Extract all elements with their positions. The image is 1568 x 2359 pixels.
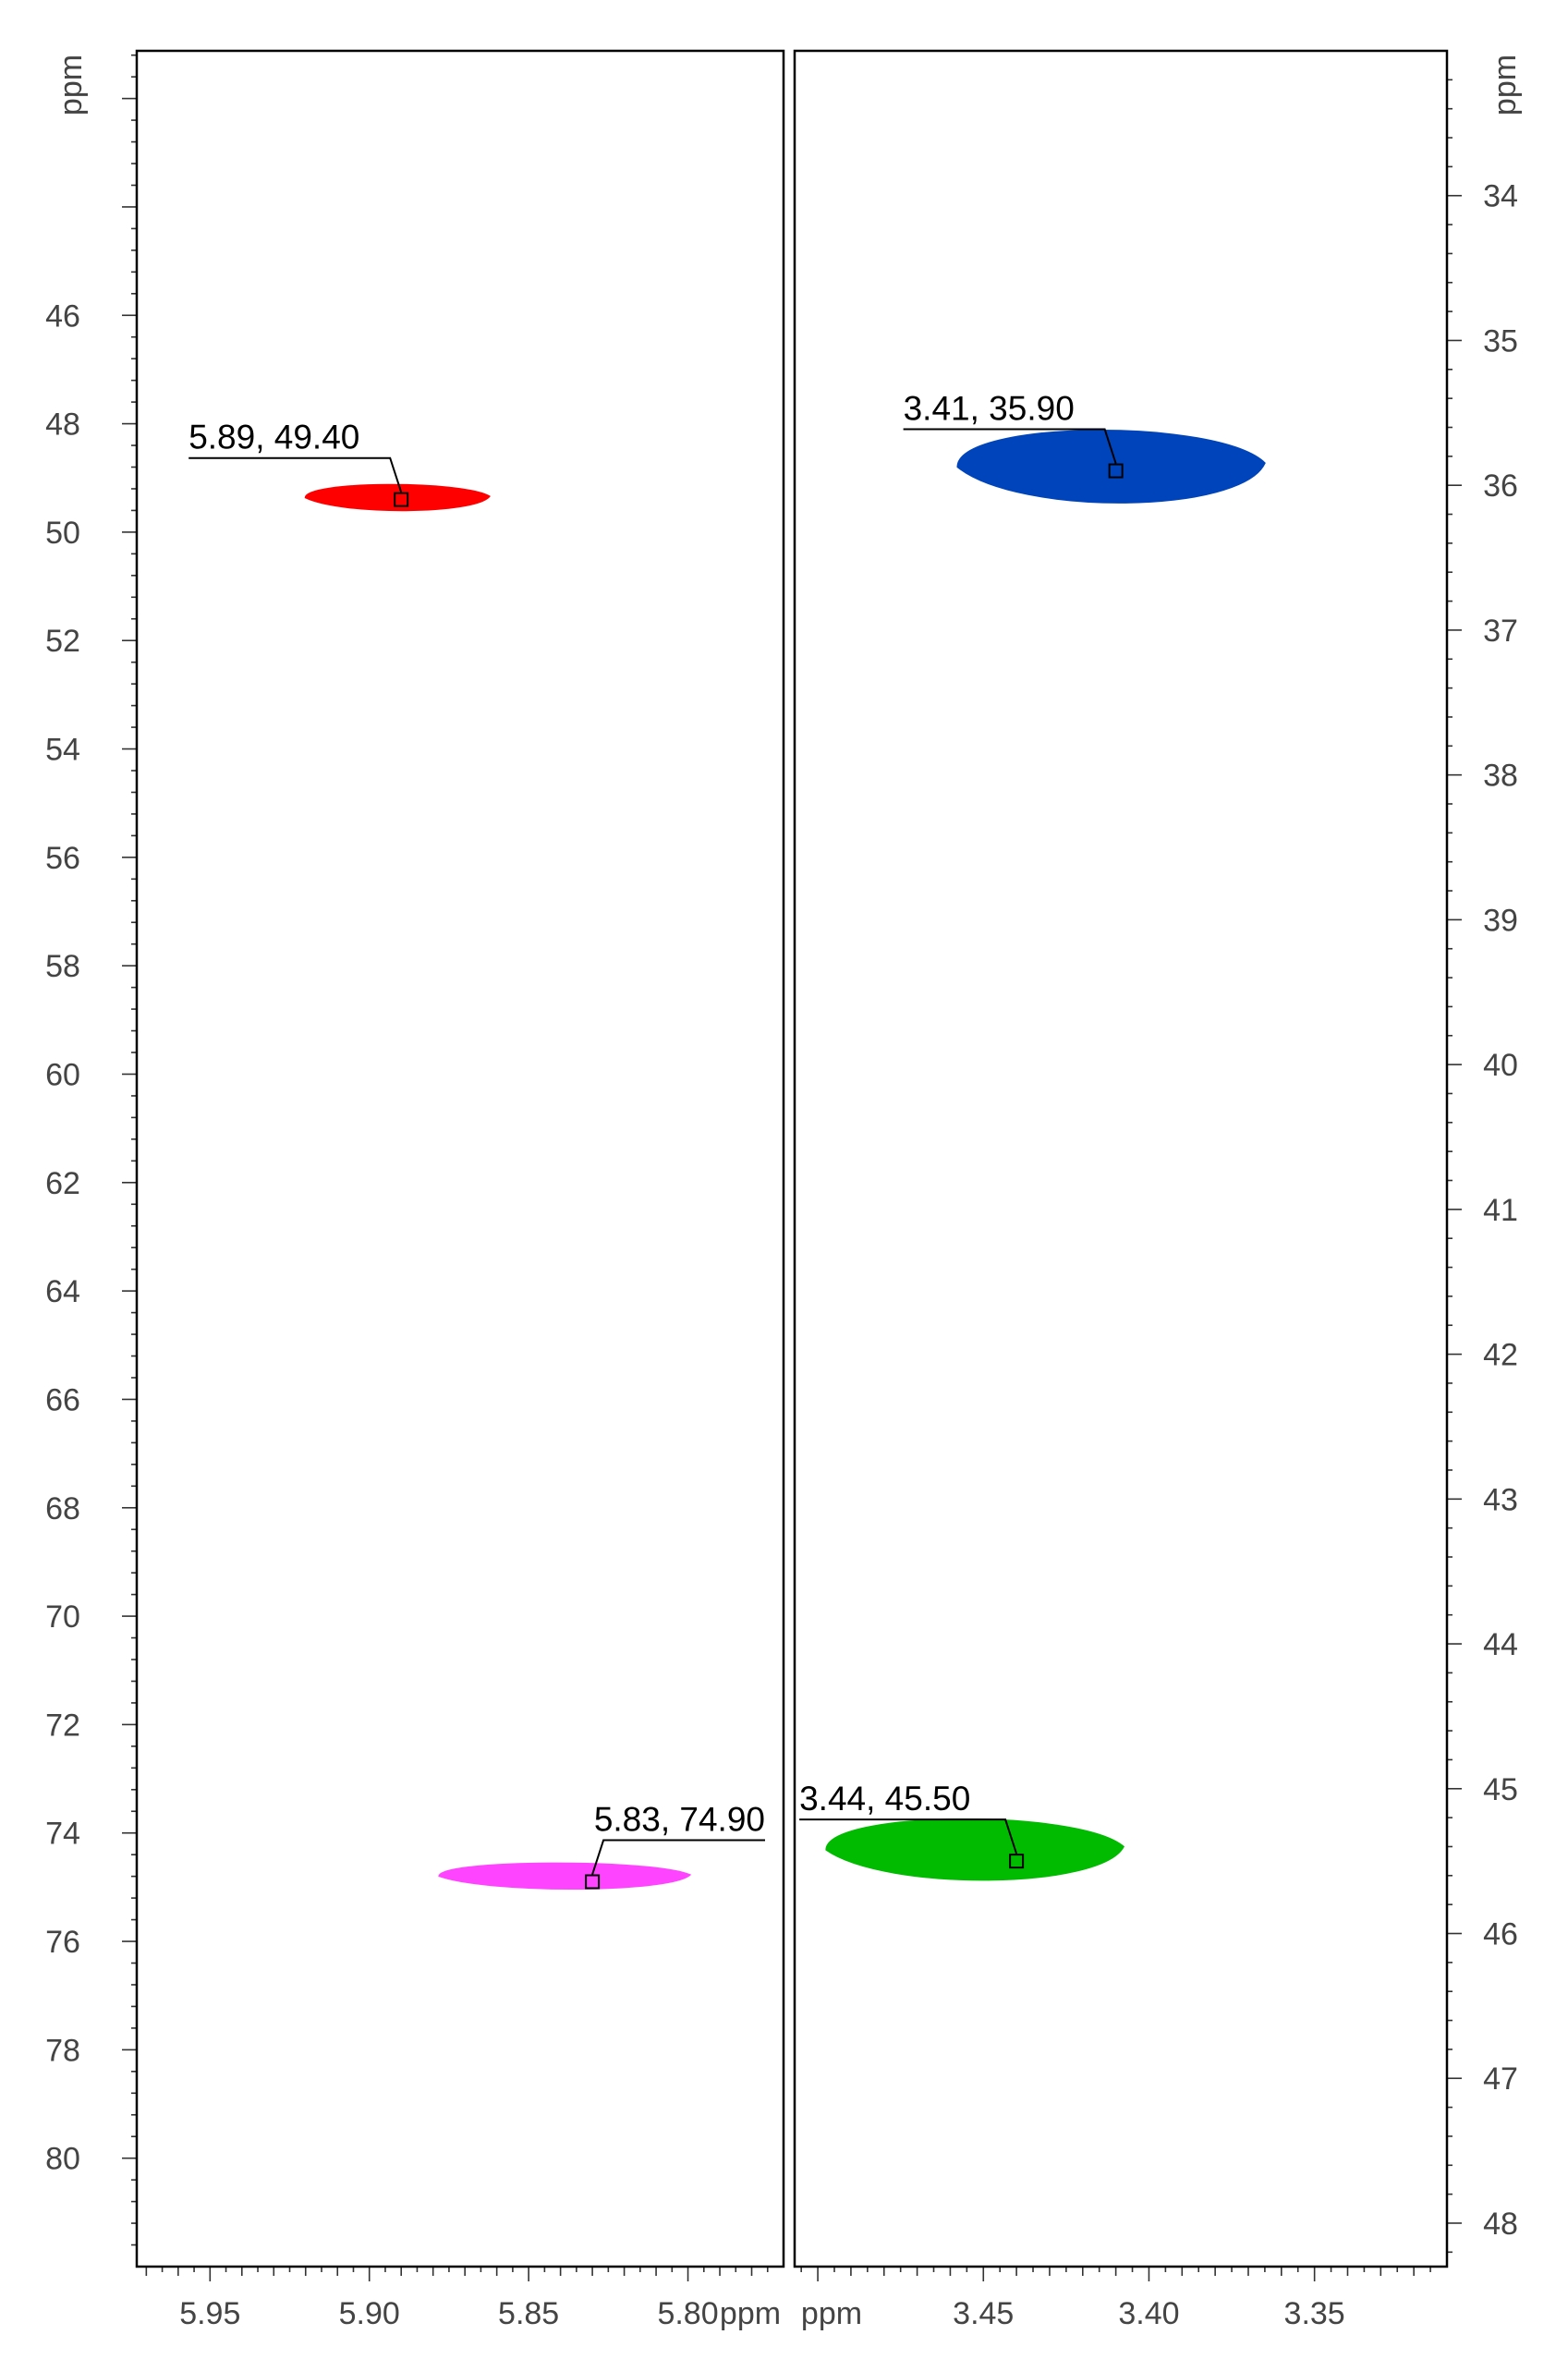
x-tick-label: 5.95: [179, 2296, 240, 2331]
y-tick-label: 48: [1483, 2207, 1518, 2242]
y-tick-label: 40: [1483, 1048, 1518, 1083]
y-tick-label: 76: [45, 1925, 80, 1960]
peak-marker: [585, 1874, 601, 1890]
y-tick-label: 74: [45, 1817, 80, 1852]
y-tick-label: 52: [45, 624, 80, 659]
panel-frame-1: [135, 49, 785, 2268]
peak-leader-line: [903, 428, 1117, 464]
y-tick-label: 54: [45, 733, 80, 768]
y-tick-label: 70: [45, 1599, 80, 1635]
y-tick-label: 62: [45, 1166, 80, 1201]
peak-label: 5.89, 49.40: [188, 419, 359, 456]
peak-leader-line: [188, 456, 403, 493]
y-tick-label: 46: [1483, 1917, 1518, 1952]
y-tick-label: 35: [1483, 323, 1518, 359]
y-tick-label: 72: [45, 1708, 80, 1743]
y-tick-label: 34: [1483, 179, 1518, 214]
spectrum-panel-1: 5.95 5.90 5.85 5.80 ppm464850525456586062646…: [45, 54, 781, 2331]
peak-contour: [825, 1818, 1125, 1881]
peak-label: 3.44, 45.50: [799, 1780, 970, 1818]
y-tick-label: 64: [45, 1274, 80, 1309]
y-tick-label: 66: [45, 1382, 80, 1417]
y-tick-label: 60: [45, 1057, 80, 1092]
y-tick-label: 43: [1483, 1482, 1518, 1517]
y-tick-label: 37: [1483, 614, 1518, 649]
peak-label: 3.41, 35.90: [904, 390, 1075, 428]
y-tick-label: 46: [45, 298, 80, 334]
y-tick-label: 45: [1483, 1772, 1518, 1807]
peak-contour: [956, 430, 1266, 504]
x-tick-label: 5.85: [498, 2296, 559, 2331]
y-tick-label: 39: [1483, 903, 1518, 938]
y-axis-unit-label: ppm: [1488, 55, 1523, 116]
panel-frame-2: [793, 49, 1449, 2268]
y-tick-label: 41: [1483, 1193, 1518, 1228]
y-tick-label: 58: [45, 949, 80, 984]
y-tick-label: 50: [45, 516, 80, 551]
peak-leader-line: [591, 1839, 765, 1875]
y-tick-label: 56: [45, 841, 80, 876]
x-tick-label: 3.40: [1118, 2296, 1179, 2331]
frames-layer: [135, 49, 1449, 2268]
peak-label: 5.83, 74.90: [594, 1801, 765, 1839]
x-tick-label: 5.90: [339, 2296, 400, 2331]
y-axis-unit-label: ppm: [54, 55, 89, 116]
y-tick-label: 44: [1483, 1627, 1518, 1662]
y-tick-label: 78: [45, 2033, 80, 2068]
y-tick-label: 48: [45, 407, 80, 443]
x-tick-label: 5.80: [657, 2296, 718, 2331]
x-tick-label: 3.45: [953, 2296, 1014, 2331]
panels-layer: 5.95 5.90 5.85 5.80 ppm464850525456586062646…: [45, 54, 1523, 2331]
x-axis-unit-label: ppm: [801, 2296, 862, 2331]
y-tick-label: 47: [1483, 2061, 1518, 2097]
peak-contour: [304, 483, 491, 512]
y-tick-label: 36: [1483, 468, 1518, 504]
peak-contour: [438, 1862, 692, 1891]
peak-marker: [1009, 1854, 1025, 1869]
spectrum-panel-2: 3.45 3.40 3.35 ppm 34 35 36 37 38 39 40 41 42 43 44 45 4…: [799, 55, 1523, 2331]
peak-marker: [394, 492, 409, 507]
peak-leader-line: [799, 1818, 1018, 1854]
y-tick-label: 38: [1483, 759, 1518, 794]
peak-marker: [1108, 463, 1124, 479]
y-tick-label: 68: [45, 1491, 80, 1526]
y-tick-label: 42: [1483, 1338, 1518, 1373]
y-tick-label: 80: [45, 2142, 80, 2177]
x-axis-unit-label: ppm: [720, 2296, 781, 2331]
x-tick-label: 3.35: [1284, 2296, 1345, 2331]
